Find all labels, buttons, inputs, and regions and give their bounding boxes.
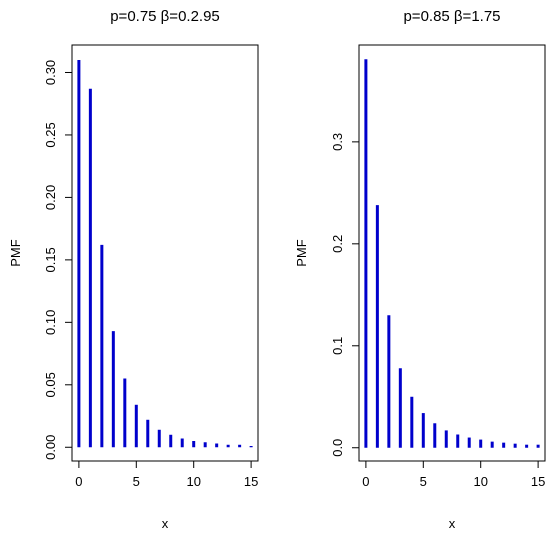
left-x-tick-label-10: 10 xyxy=(186,474,200,489)
left-chart-panel: p=0.75 β=0.2.95 x PMF 0 5 10 15 0.00 0.05 0.1… xyxy=(8,8,259,531)
left-y-tick-label-1: 0.05 xyxy=(43,372,58,397)
left-x-axis-label: x xyxy=(162,516,169,531)
right-y-tick-label-1: 0.1 xyxy=(330,337,345,355)
left-plot-frame xyxy=(71,44,259,462)
right-y-axis-label: PMF xyxy=(294,239,309,267)
right-bars xyxy=(364,59,540,448)
left-y-tick-label-3: 0.15 xyxy=(43,247,58,272)
right-plot-frame xyxy=(358,44,546,462)
left-chart-title: p=0.75 β=0.2.95 xyxy=(110,8,220,25)
right-x-tick-label-0: 0 xyxy=(362,474,369,489)
left-x-tick-label-5: 5 xyxy=(133,474,140,489)
left-x-ticks: 0 5 10 15 xyxy=(75,461,258,489)
right-y-tick-label-0: 0.0 xyxy=(330,439,345,457)
right-y-tick-label-2: 0.2 xyxy=(330,235,345,253)
right-x-ticks: 0 5 10 15 xyxy=(362,461,545,489)
left-y-tick-label-6: 0.30 xyxy=(43,60,58,85)
left-y-tick-label-0: 0.00 xyxy=(43,435,58,460)
left-y-axis-label: PMF xyxy=(8,239,23,267)
left-x-tick-label-0: 0 xyxy=(75,474,82,489)
right-x-tick-label-15: 15 xyxy=(531,474,545,489)
left-y-ticks: 0.00 0.05 0.10 0.15 0.20 0.25 0.30 xyxy=(43,60,72,460)
right-x-tick-label-5: 5 xyxy=(420,474,427,489)
right-chart-panel: p=0.85 β=1.75 x PMF 0 5 10 15 0.0 0.1 0.2 0.3 xyxy=(294,8,546,531)
right-x-tick-label-10: 10 xyxy=(473,474,487,489)
left-y-tick-label-4: 0.20 xyxy=(43,185,58,210)
left-x-tick-label-15: 15 xyxy=(244,474,258,489)
right-chart-title: p=0.85 β=1.75 xyxy=(403,8,500,25)
right-y-ticks: 0.0 0.1 0.2 0.3 xyxy=(330,133,359,457)
left-y-tick-label-2: 0.10 xyxy=(43,310,58,335)
right-x-axis-label: x xyxy=(449,516,456,531)
left-y-tick-label-5: 0.25 xyxy=(43,122,58,147)
left-bars xyxy=(77,59,253,448)
right-y-tick-label-3: 0.3 xyxy=(330,133,345,151)
